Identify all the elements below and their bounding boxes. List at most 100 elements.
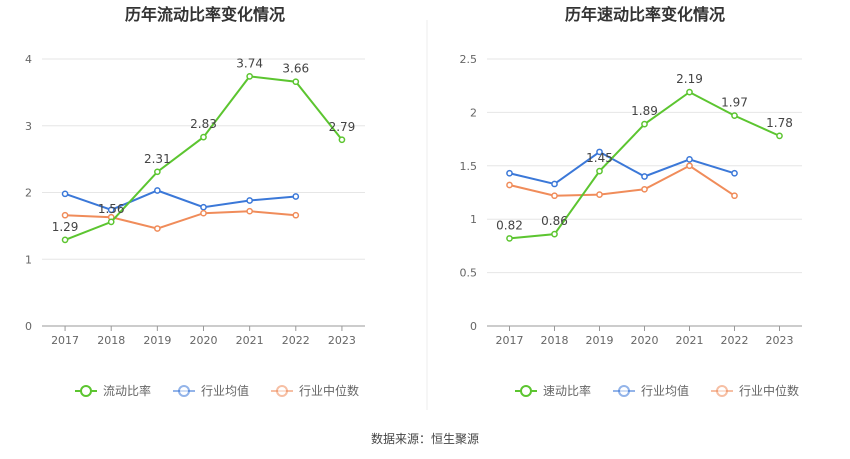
series-point-0 bbox=[686, 88, 693, 96]
x-tick-label: 2019 bbox=[143, 334, 171, 347]
series-point-2 bbox=[61, 211, 69, 219]
series-point-1 bbox=[551, 180, 558, 188]
series-point-0 bbox=[506, 235, 513, 242]
series-point-2 bbox=[200, 209, 207, 217]
series-point-2 bbox=[506, 181, 513, 189]
series-point-1 bbox=[200, 203, 207, 211]
data-source: 数据来源：恒生聚源 bbox=[371, 431, 479, 446]
series-point-2 bbox=[731, 192, 738, 200]
data-label: 1.78 bbox=[766, 116, 793, 130]
series-point-2 bbox=[292, 211, 300, 219]
legend-item-0: 速动比率 bbox=[515, 383, 591, 398]
series-point-1 bbox=[154, 187, 161, 194]
legend-item-2: 行业中位数 bbox=[271, 383, 359, 398]
series-point-2 bbox=[551, 192, 558, 200]
series-point-1 bbox=[686, 156, 693, 163]
y-tick-label: 1.5 bbox=[460, 160, 478, 173]
quick-ratio-chart: 历年速动比率变化情况 0 0.5 1 1.5 2 2.5 2017 2018 2019 2020 20… bbox=[460, 5, 802, 398]
series-line-2 bbox=[65, 210, 296, 230]
y-tick-label: 2.5 bbox=[460, 53, 478, 66]
legend-label: 行业均值 bbox=[641, 383, 689, 398]
data-label: 2.83 bbox=[190, 117, 217, 131]
chart-title: 历年流动比率变化情况 bbox=[125, 5, 285, 24]
y-tick-label: 2 bbox=[470, 106, 477, 119]
series-point-1 bbox=[731, 169, 738, 177]
series-point-1 bbox=[506, 169, 513, 177]
series-point-2 bbox=[154, 225, 161, 232]
series-point-2 bbox=[246, 207, 253, 215]
legend-label: 行业均值 bbox=[201, 383, 249, 398]
x-tick-label: 2021 bbox=[236, 334, 264, 347]
series-point-1 bbox=[641, 173, 648, 180]
legend-label: 行业中位数 bbox=[739, 383, 799, 398]
x-tick-label: 2018 bbox=[541, 334, 569, 347]
chart-title: 历年速动比率变化情况 bbox=[565, 5, 725, 24]
legend-item-2: 行业中位数 bbox=[711, 383, 799, 398]
data-label: 3.74 bbox=[236, 56, 263, 70]
data-label: 2.31 bbox=[144, 152, 171, 166]
x-tick-label: 2021 bbox=[676, 334, 704, 347]
series-point-0 bbox=[551, 230, 558, 238]
y-tick-label: 4 bbox=[25, 53, 32, 66]
legend-marker bbox=[520, 385, 532, 397]
x-tick-label: 2020 bbox=[190, 334, 218, 347]
legend-label: 流动比率 bbox=[103, 383, 151, 398]
legend-marker bbox=[716, 385, 728, 397]
series-point-1 bbox=[61, 190, 69, 198]
series-point-0 bbox=[641, 120, 648, 128]
legend-item-0: 流动比率 bbox=[75, 383, 151, 398]
x-tick-label: 2023 bbox=[766, 334, 794, 347]
series-point-2 bbox=[686, 162, 693, 170]
series-point-0 bbox=[596, 167, 603, 175]
y-tick-label: 2 bbox=[25, 187, 32, 200]
data-label: 0.86 bbox=[541, 214, 568, 228]
series-point-0 bbox=[776, 132, 783, 140]
series-point-0 bbox=[154, 168, 161, 176]
legend-marker bbox=[276, 385, 288, 397]
series-point-0 bbox=[246, 73, 253, 80]
series-point-2 bbox=[641, 185, 648, 193]
data-label: 2.19 bbox=[676, 72, 703, 86]
x-tick-label: 2017 bbox=[496, 334, 524, 347]
data-label: 1.89 bbox=[631, 104, 658, 118]
series-point-0 bbox=[200, 133, 207, 141]
series-point-0 bbox=[731, 112, 738, 119]
series-line-2 bbox=[509, 164, 736, 197]
series-line-1 bbox=[509, 150, 735, 186]
series-point-1 bbox=[292, 193, 300, 200]
legend-label: 速动比率 bbox=[543, 383, 591, 398]
x-tick-label: 2022 bbox=[721, 334, 749, 347]
y-tick-label: 0 bbox=[470, 320, 477, 333]
x-tick-label: 2022 bbox=[282, 334, 310, 347]
series-point-2 bbox=[596, 191, 603, 198]
x-tick-label: 2023 bbox=[328, 334, 356, 347]
legend-item-1: 行业均值 bbox=[173, 383, 249, 398]
series-point-0 bbox=[292, 78, 300, 86]
series-point-1 bbox=[107, 206, 115, 214]
legend-marker bbox=[618, 385, 630, 397]
series-point-0 bbox=[107, 218, 115, 226]
series-point-1 bbox=[246, 197, 253, 204]
data-label: 2.79 bbox=[329, 120, 356, 134]
y-tick-label: 1 bbox=[25, 253, 32, 266]
data-label: 0.82 bbox=[496, 218, 523, 232]
y-tick-label: 3 bbox=[25, 120, 32, 133]
data-label: 1.45 bbox=[586, 151, 613, 165]
legend-label: 行业中位数 bbox=[299, 383, 359, 398]
x-tick-label: 2019 bbox=[586, 334, 614, 347]
x-tick-label: 2017 bbox=[51, 334, 79, 347]
legend-marker bbox=[178, 385, 190, 397]
series-line-1 bbox=[64, 189, 296, 211]
data-label: 3.66 bbox=[282, 62, 309, 76]
y-tick-label: 1 bbox=[470, 213, 477, 226]
y-tick-label: 0.5 bbox=[460, 267, 478, 280]
data-label: 1.56 bbox=[98, 202, 125, 216]
x-tick-label: 2018 bbox=[97, 334, 125, 347]
series-point-0 bbox=[61, 236, 69, 244]
current-ratio-chart: 历年流动比率变化情况 0 1 2 3 4 2017 2018 2019 2020 2021 2022 2… bbox=[25, 5, 365, 398]
y-tick-label: 0 bbox=[25, 320, 32, 333]
legend-item-1: 行业均值 bbox=[613, 383, 689, 398]
series-point-1 bbox=[596, 148, 603, 156]
series-point-0 bbox=[338, 136, 346, 144]
